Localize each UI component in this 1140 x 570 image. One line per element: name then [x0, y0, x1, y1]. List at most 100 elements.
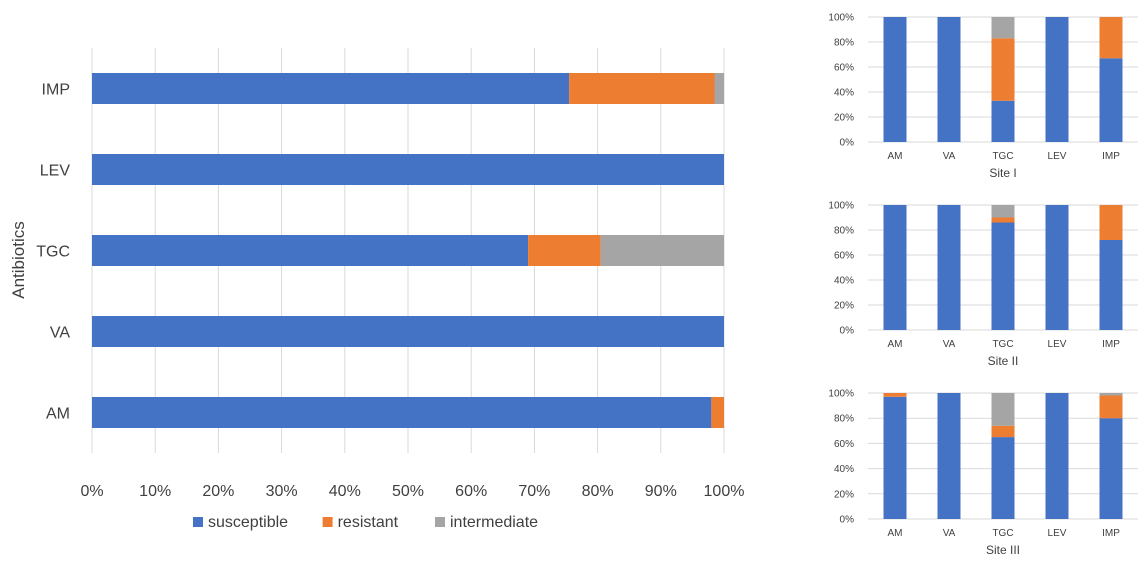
main-x-tick-label: 60%: [455, 483, 487, 500]
main-x-tick-label: 30%: [266, 483, 298, 500]
site-y-tick-label: 80%: [834, 38, 854, 49]
site-bar-intermediate-TGC: [991, 205, 1015, 218]
site-y-tick-label: 100%: [828, 13, 854, 24]
site-x-tick-label: TGC: [992, 339, 1013, 350]
site-bar-susceptible-IMP: [1099, 418, 1123, 519]
site-bar-susceptible-TGC: [991, 437, 1015, 519]
main-x-tick-label: 0%: [80, 483, 103, 500]
site-bar-resistant-IMP: [1099, 395, 1123, 419]
site-y-tick-label: 40%: [834, 88, 854, 99]
main-x-tick-label: 100%: [704, 483, 745, 500]
site-bar-susceptible-TGC: [991, 222, 1015, 330]
legend-swatch-resistant: [322, 517, 333, 527]
site-bar-susceptible-VA: [937, 205, 961, 330]
site-bar-susceptible-VA: [937, 17, 961, 142]
legend-swatch-susceptible: [193, 517, 203, 527]
site-y-tick-label: 60%: [834, 439, 854, 450]
main-x-tick-label: 20%: [202, 483, 234, 500]
main-bar-resistant-AM: [711, 397, 724, 428]
main-bar-susceptible-AM: [92, 397, 712, 428]
main-x-tick-label: 40%: [329, 483, 361, 500]
site-x-tick-label: LEV: [1048, 528, 1067, 539]
site-bar-susceptible-LEV: [1045, 17, 1069, 142]
site-bar-resistant-AM: [883, 393, 907, 397]
site-y-tick-label: 80%: [834, 226, 854, 237]
site-x-tick-label: TGC: [992, 151, 1013, 162]
site-x-tick-label: AM: [888, 339, 903, 350]
site-bar-susceptible-LEV: [1045, 205, 1069, 330]
main-y-tick-label: TGC: [36, 244, 70, 261]
site-y-tick-label: 0%: [840, 138, 855, 149]
site-y-tick-label: 40%: [834, 464, 854, 475]
legend-label-susceptible: susceptible: [208, 514, 288, 531]
main-bars: [92, 73, 724, 428]
legend-label-intermediate: intermediate: [450, 514, 538, 531]
site-x-tick-label: IMP: [1102, 339, 1120, 350]
site-y-tick-label: 80%: [834, 414, 854, 425]
main-x-tick-labels: 0% 10% 20% 30% 40% 50% 60% 70% 80% 90% 100%: [80, 483, 744, 500]
main-y-tick-labels: AM VA TGC LEV IMP: [36, 82, 70, 423]
main-bar-intermediate-TGC: [600, 235, 724, 266]
site-bar-resistant-IMP: [1099, 205, 1123, 240]
site-x-tick-label: VA: [943, 339, 956, 350]
site-x-tick-label: VA: [943, 528, 956, 539]
main-bar-resistant-IMP: [569, 73, 715, 104]
site-chart-title: Site III: [986, 543, 1020, 557]
main-bar-resistant-TGC: [528, 235, 601, 266]
legend: susceptible resistant intermediate: [193, 514, 538, 531]
main-y-tick-label: AM: [46, 406, 70, 423]
site-y-tick-label: 100%: [828, 389, 854, 400]
site-x-tick-label: LEV: [1048, 151, 1067, 162]
main-y-tick-label: LEV: [40, 163, 71, 180]
site-bar-susceptible-VA: [937, 393, 961, 519]
main-bar-susceptible-TGC: [92, 235, 529, 266]
site-bar-intermediate-TGC: [991, 17, 1015, 39]
main-x-tick-label: 70%: [518, 483, 550, 500]
legend-label-resistant: resistant: [338, 514, 399, 531]
site-bar-susceptible-AM: [883, 396, 907, 519]
site-bar-susceptible-AM: [883, 205, 907, 330]
site-bar-resistant-TGC: [991, 217, 1015, 223]
main-x-tick-label: 50%: [392, 483, 424, 500]
main-y-tick-label: VA: [50, 325, 70, 342]
site-chart-1: 0% 20% 40% 60% 80% 100% AM VA TGC LEV IMP Site I: [828, 13, 1138, 180]
main-bar-susceptible-LEV: [92, 154, 724, 185]
main-y-tick-label: IMP: [42, 82, 70, 99]
main-x-tick-label: 90%: [645, 483, 677, 500]
site-x-tick-label: IMP: [1102, 151, 1120, 162]
site-bar-susceptible-AM: [883, 17, 907, 142]
site-y-tick-label: 100%: [828, 201, 854, 212]
main-x-tick-label: 10%: [139, 483, 171, 500]
main-bar-intermediate-IMP: [714, 73, 724, 104]
site-x-tick-label: LEV: [1048, 339, 1067, 350]
site-bar-susceptible-TGC: [991, 100, 1015, 142]
site-bar-intermediate-IMP: [1099, 393, 1123, 396]
site-x-tick-label: VA: [943, 151, 956, 162]
site-chart-title: Site I: [989, 166, 1016, 180]
site-bar-resistant-TGC: [991, 38, 1015, 101]
site-y-tick-label: 20%: [834, 113, 854, 124]
site-bar-resistant-TGC: [991, 425, 1015, 438]
site-x-tick-label: IMP: [1102, 528, 1120, 539]
site-y-tick-label: 60%: [834, 251, 854, 262]
site-x-tick-label: AM: [888, 528, 903, 539]
main-stacked-bar-chart: 0% 10% 20% 30% 40% 50% 60% 70% 80% 90% 100% AM VA TG…: [9, 48, 744, 531]
site-x-tick-label: TGC: [992, 528, 1013, 539]
site-chart-2: 0% 20% 40% 60% 80% 100% AM VA TGC LEV IMP Site II: [828, 201, 1138, 368]
site-y-tick-label: 20%: [834, 489, 854, 500]
site-x-tick-label: AM: [888, 151, 903, 162]
main-bar-susceptible-VA: [92, 316, 724, 347]
main-bar-susceptible-IMP: [92, 73, 570, 104]
site-bar-susceptible-LEV: [1045, 393, 1069, 519]
site-y-tick-label: 40%: [834, 276, 854, 287]
site-y-tick-label: 0%: [840, 515, 855, 526]
site-chart-title: Site II: [988, 354, 1019, 368]
site-y-tick-label: 0%: [840, 326, 855, 337]
site-chart-3: 0% 20% 40% 60% 80% 100% AM VA TGC LEV IMP Site III: [828, 389, 1138, 557]
site-y-tick-label: 20%: [834, 301, 854, 312]
legend-swatch-intermediate: [435, 517, 445, 527]
site-bar-intermediate-TGC: [991, 393, 1015, 426]
site-y-tick-label: 60%: [834, 63, 854, 74]
site-bar-resistant-IMP: [1099, 17, 1123, 59]
site-bar-susceptible-IMP: [1099, 58, 1123, 142]
